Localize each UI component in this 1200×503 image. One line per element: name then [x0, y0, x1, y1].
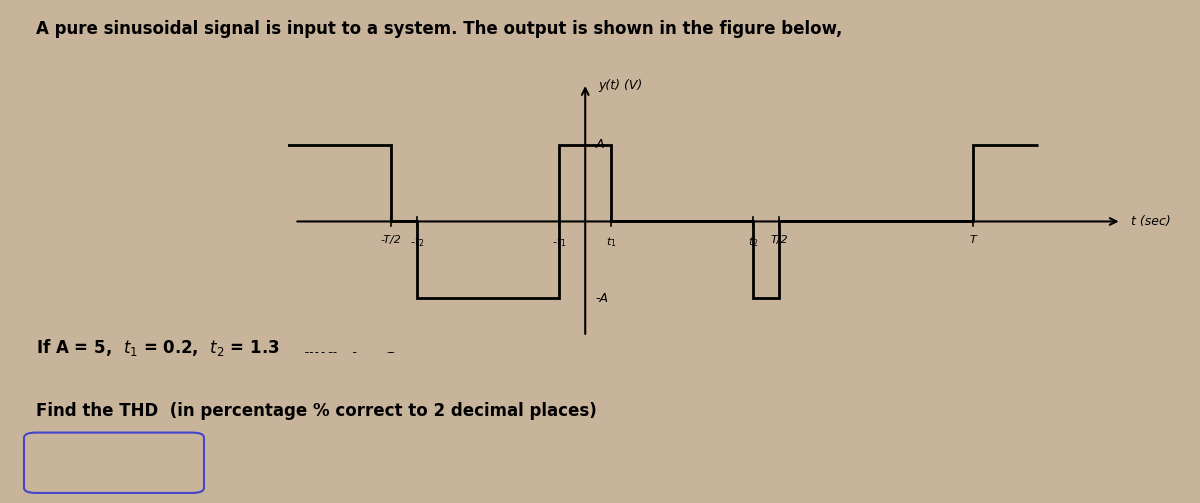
Text: A: A	[595, 138, 604, 151]
Text: If A = 5,  $t_1$ = 0.2,  $t_2$ = 1.3    and  T = 3: If A = 5, $t_1$ = 0.2, $t_2$ = 1.3 and T…	[36, 337, 397, 358]
Text: t (sec): t (sec)	[1130, 215, 1170, 228]
Text: y(t) (V): y(t) (V)	[598, 79, 642, 92]
Text: -t$_1$: -t$_1$	[552, 235, 566, 249]
Text: T/2: T/2	[770, 235, 788, 245]
FancyBboxPatch shape	[24, 433, 204, 493]
Text: -t$_2$: -t$_2$	[410, 235, 425, 249]
Text: A pure sinusoidal signal is input to a system. The output is shown in the figure: A pure sinusoidal signal is input to a s…	[36, 20, 842, 38]
Text: -A: -A	[595, 292, 608, 305]
Text: -T/2: -T/2	[380, 235, 402, 245]
Text: T: T	[970, 235, 977, 245]
Text: t$_1$: t$_1$	[606, 235, 617, 249]
Text: t$_2$: t$_2$	[748, 235, 758, 249]
Text: Find the THD  (in percentage % correct to 2 decimal places): Find the THD (in percentage % correct to…	[36, 402, 596, 421]
